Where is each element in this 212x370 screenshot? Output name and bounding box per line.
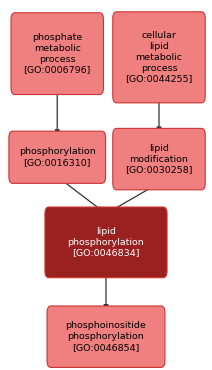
Text: lipid
phosphorylation
[GO:0046834]: lipid phosphorylation [GO:0046834] <box>68 227 144 258</box>
Text: phosphoinositide
phosphorylation
[GO:0046854]: phosphoinositide phosphorylation [GO:004… <box>66 322 146 352</box>
FancyBboxPatch shape <box>45 207 167 278</box>
FancyBboxPatch shape <box>9 131 106 183</box>
Text: phosphate
metabolic
process
[GO:0006796]: phosphate metabolic process [GO:0006796] <box>24 33 91 74</box>
FancyBboxPatch shape <box>113 12 205 103</box>
Text: cellular
lipid
metabolic
process
[GO:0044255]: cellular lipid metabolic process [GO:004… <box>125 31 193 83</box>
FancyBboxPatch shape <box>113 128 205 190</box>
FancyBboxPatch shape <box>11 13 103 95</box>
Text: phosphorylation
[GO:0016310]: phosphorylation [GO:0016310] <box>19 147 96 167</box>
Text: lipid
modification
[GO:0030258]: lipid modification [GO:0030258] <box>125 144 193 174</box>
FancyBboxPatch shape <box>47 306 165 367</box>
